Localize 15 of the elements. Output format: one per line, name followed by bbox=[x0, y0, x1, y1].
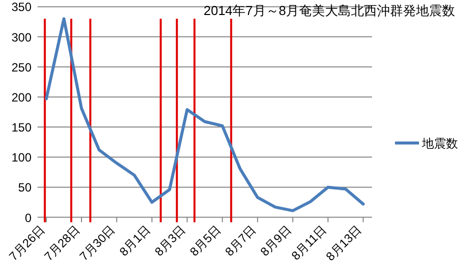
y-tick-label: 150 bbox=[11, 120, 32, 135]
x-tick-label: 8月1日 bbox=[116, 222, 154, 259]
legend-label: 地震数 bbox=[421, 136, 458, 150]
y-tick-label: 100 bbox=[11, 150, 32, 165]
y-tick-label: 50 bbox=[18, 180, 32, 195]
x-tick-label: 8月3日 bbox=[152, 222, 188, 259]
y-tick-label: 0 bbox=[24, 210, 32, 225]
chart-title: 2014年7月～8月奄美大島北西沖群発地震数 bbox=[204, 3, 455, 18]
y-tick-label: 250 bbox=[11, 60, 32, 74]
x-tick-label: 8月5日 bbox=[187, 222, 224, 259]
y-tick-label: 200 bbox=[11, 90, 32, 104]
line-series bbox=[44, 17, 365, 212]
x-tick-label: 8月7日 bbox=[222, 222, 259, 259]
y-tick-label: 350 bbox=[11, 0, 32, 14]
y-tick-label: 300 bbox=[11, 30, 32, 44]
